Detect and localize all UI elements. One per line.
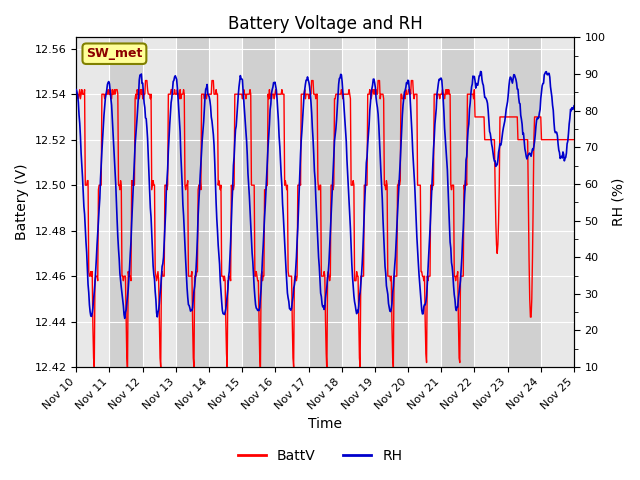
Bar [474, 37, 508, 367]
Bar [76, 37, 109, 367]
X-axis label: Time: Time [308, 418, 342, 432]
Bar [275, 37, 308, 367]
Bar [574, 37, 607, 367]
Bar [342, 37, 375, 367]
Bar [541, 37, 574, 367]
Bar [408, 37, 442, 367]
Bar [242, 37, 275, 367]
Bar [209, 37, 242, 367]
Title: Battery Voltage and RH: Battery Voltage and RH [228, 15, 422, 33]
Bar [442, 37, 474, 367]
Legend: BattV, RH: BattV, RH [232, 443, 408, 468]
Bar [176, 37, 209, 367]
Text: SW_met: SW_met [86, 47, 143, 60]
Y-axis label: RH (%): RH (%) [611, 178, 625, 227]
Bar [508, 37, 541, 367]
Bar [308, 37, 342, 367]
Bar [143, 37, 176, 367]
Bar [109, 37, 143, 367]
Bar [375, 37, 408, 367]
Y-axis label: Battery (V): Battery (V) [15, 164, 29, 240]
